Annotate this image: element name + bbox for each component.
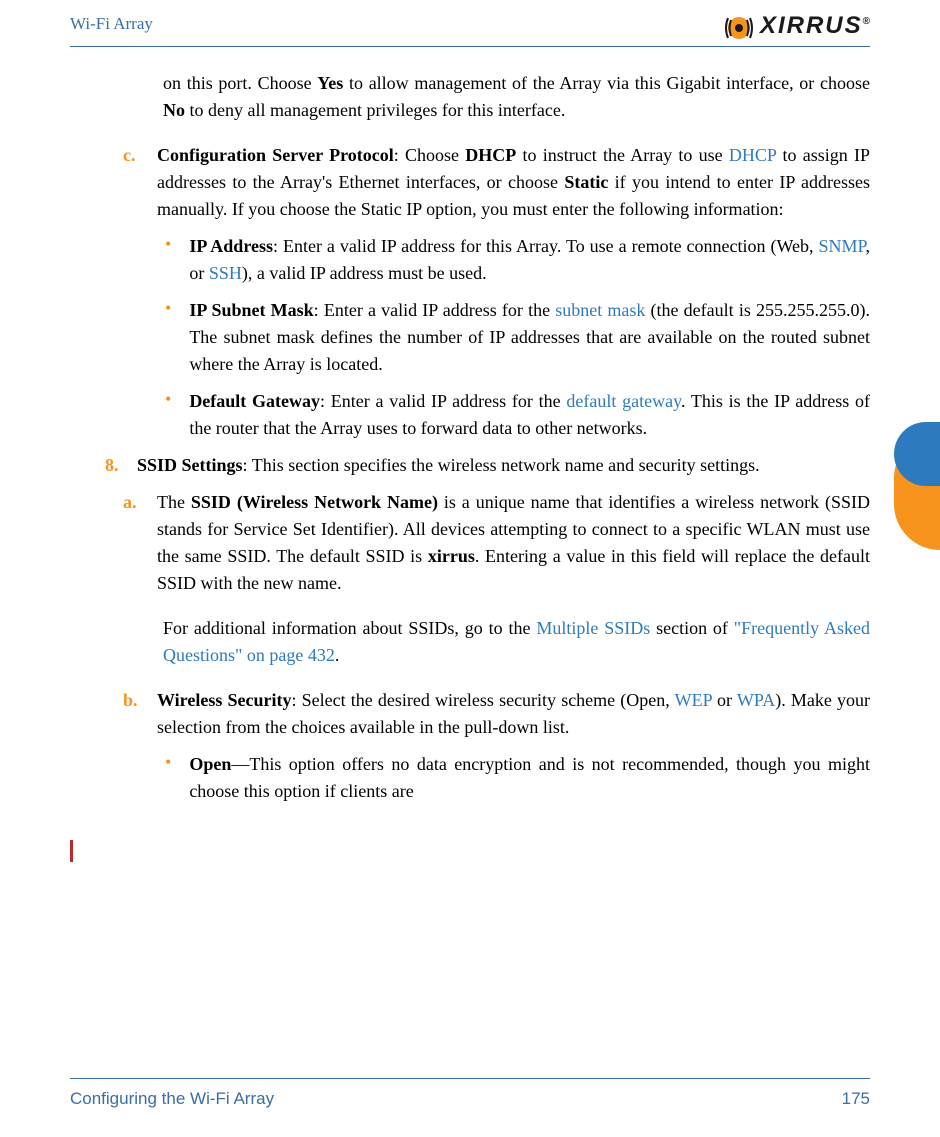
brand-logo-text: XIRRUS®	[760, 12, 870, 40]
link-wpa[interactable]: WPA	[737, 690, 775, 710]
link-ssh[interactable]: SSH	[209, 263, 242, 283]
bullet-open-text: Open—This option offers no data encrypti…	[189, 751, 870, 805]
change-bar	[70, 840, 73, 862]
header-rule	[70, 46, 870, 47]
item-a: a. The SSID (Wireless Network Name) is a…	[123, 489, 870, 597]
link-dhcp[interactable]: DHCP	[729, 145, 776, 165]
link-default-gateway[interactable]: default gateway	[566, 391, 681, 411]
bullet-marker-icon: •	[165, 751, 171, 805]
item-b-marker: b.	[123, 687, 143, 741]
bullet-marker-icon: •	[165, 388, 171, 442]
item-c-marker: c.	[123, 142, 143, 223]
bullet-open: • Open—This option offers no data encryp…	[165, 751, 870, 805]
bullet-default-gateway: • Default Gateway: Enter a valid IP addr…	[165, 388, 870, 442]
item-8: 8. SSID Settings: This section specifies…	[105, 452, 870, 479]
link-multiple-ssids[interactable]: Multiple SSIDs	[536, 618, 650, 638]
bullet-ip-address-text: IP Address: Enter a valid IP address for…	[189, 233, 870, 287]
item-b: b. Wireless Security: Select the desired…	[123, 687, 870, 741]
brand-logo: XIRRUS®	[722, 14, 870, 42]
item-c: c. Configuration Server Protocol: Choose…	[123, 142, 870, 223]
item-8-text: SSID Settings: This section specifies th…	[137, 452, 870, 479]
bullet-default-gateway-text: Default Gateway: Enter a valid IP addres…	[189, 388, 870, 442]
bullet-subnet-mask-text: IP Subnet Mask: Enter a valid IP address…	[189, 297, 870, 378]
bullet-marker-icon: •	[165, 233, 171, 287]
footer-rule	[70, 1078, 870, 1079]
item-8-marker: 8.	[105, 452, 127, 479]
item-b-text: Wireless Security: Select the desired wi…	[157, 687, 870, 741]
intro-continuation: on this port. Choose Yes to allow manage…	[163, 70, 870, 124]
bullet-subnet-mask: • IP Subnet Mask: Enter a valid IP addre…	[165, 297, 870, 378]
link-snmp[interactable]: SNMP	[818, 236, 865, 256]
link-subnet-mask[interactable]: subnet mask	[555, 300, 645, 320]
bullet-ip-address: • IP Address: Enter a valid IP address f…	[165, 233, 870, 287]
side-thumb-tab	[894, 432, 940, 550]
item-a-text: The SSID (Wireless Network Name) is a un…	[157, 489, 870, 597]
link-wep[interactable]: WEP	[675, 690, 712, 710]
item-c-text: Configuration Server Protocol: Choose DH…	[157, 142, 870, 223]
item-a-marker: a.	[123, 489, 143, 597]
xirrus-logo-icon	[722, 14, 756, 42]
bullet-marker-icon: •	[165, 297, 171, 378]
footer-section: Configuring the Wi-Fi Array	[70, 1089, 274, 1109]
item-a-more: For additional information about SSIDs, …	[163, 615, 870, 669]
header-title: Wi-Fi Array	[70, 14, 153, 34]
footer-page-number: 175	[842, 1089, 870, 1109]
